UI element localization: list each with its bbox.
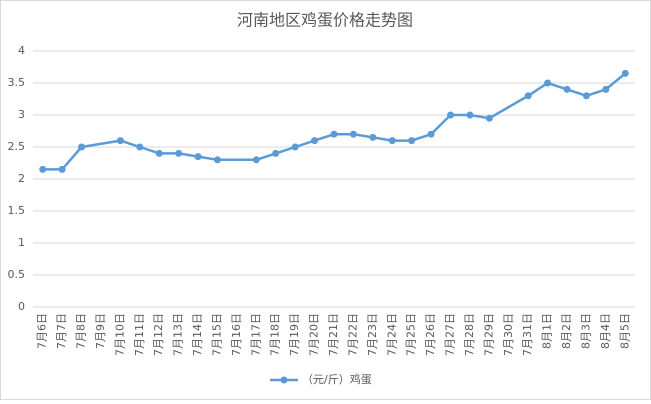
legend-marker bbox=[280, 376, 288, 384]
point bbox=[39, 165, 47, 173]
point bbox=[272, 149, 280, 157]
x-tick-label: 7月7日 bbox=[55, 313, 68, 349]
y-tick-label: 2 bbox=[18, 172, 25, 185]
x-tick-label: 8月5日 bbox=[618, 313, 631, 349]
y-tick-label: 2.5 bbox=[8, 140, 26, 153]
x-tick-label: 8月2日 bbox=[560, 313, 573, 349]
x-tick-label: 7月17日 bbox=[249, 313, 262, 356]
x-tick-label: 7月12日 bbox=[152, 313, 165, 356]
point bbox=[621, 69, 629, 77]
x-tick-label: 7月10日 bbox=[113, 313, 126, 356]
x-tick-label: 7月8日 bbox=[75, 313, 88, 349]
point bbox=[291, 143, 299, 151]
point bbox=[388, 137, 396, 145]
y-tick-label: 1.5 bbox=[8, 204, 26, 217]
point bbox=[330, 130, 338, 138]
x-tick-label: 7月24日 bbox=[385, 313, 398, 356]
point bbox=[116, 137, 124, 145]
x-tick-label: 8月1日 bbox=[541, 313, 554, 349]
point bbox=[602, 85, 610, 93]
x-tick-label: 7月30日 bbox=[502, 313, 515, 356]
point bbox=[252, 156, 260, 164]
point bbox=[447, 111, 455, 119]
point bbox=[136, 143, 144, 151]
x-tick-label: 7月18日 bbox=[269, 313, 282, 356]
x-tick-label: 7月31日 bbox=[521, 313, 534, 356]
y-tick-label: 4 bbox=[18, 44, 25, 57]
point bbox=[369, 133, 377, 141]
x-tick-label: 7月25日 bbox=[405, 313, 418, 356]
x-tick-label: 7月14日 bbox=[191, 313, 204, 356]
point bbox=[349, 130, 357, 138]
y-tick-label: 3 bbox=[18, 108, 25, 121]
x-tick-label: 7月28日 bbox=[463, 313, 476, 356]
gap-connector bbox=[81, 139, 121, 149]
y-tick-label: 3.5 bbox=[8, 76, 26, 89]
y-tick-label: 0.5 bbox=[8, 268, 26, 281]
x-tick-label: 7月9日 bbox=[94, 313, 107, 349]
point bbox=[311, 137, 319, 145]
x-tick-label: 8月4日 bbox=[599, 313, 612, 349]
line-path bbox=[527, 72, 627, 98]
point bbox=[175, 149, 183, 157]
legend-label: （元/斤）鸡蛋 bbox=[302, 372, 372, 386]
gap-connector bbox=[488, 94, 529, 120]
x-tick-label: 7月11日 bbox=[133, 313, 146, 356]
y-tick-label: 0 bbox=[18, 300, 25, 313]
point bbox=[213, 156, 221, 164]
x-tick-label: 7月20日 bbox=[308, 313, 321, 356]
x-tick-label: 7月23日 bbox=[366, 313, 379, 356]
x-tick-label: 7月26日 bbox=[424, 313, 437, 356]
x-tick-label: 8月3日 bbox=[579, 313, 592, 349]
point bbox=[58, 165, 66, 173]
x-tick-label: 7月19日 bbox=[288, 313, 301, 356]
x-tick-label: 7月22日 bbox=[346, 313, 359, 356]
point bbox=[563, 85, 571, 93]
x-tick-label: 7月6日 bbox=[36, 313, 49, 349]
point bbox=[582, 92, 590, 100]
y-tick-label: 1 bbox=[18, 236, 25, 249]
point bbox=[408, 137, 416, 145]
x-tick-label: 7月21日 bbox=[327, 313, 340, 356]
point bbox=[155, 149, 163, 157]
point bbox=[427, 130, 435, 138]
point bbox=[544, 79, 552, 87]
x-tick-label: 7月13日 bbox=[172, 313, 185, 356]
point bbox=[78, 143, 86, 151]
x-tick-label: 7月15日 bbox=[210, 313, 223, 356]
point bbox=[485, 114, 493, 122]
point bbox=[194, 153, 202, 161]
point bbox=[466, 111, 474, 119]
chart-title: 河南地区鸡蛋价格走势图 bbox=[237, 11, 413, 30]
x-tick-label: 7月29日 bbox=[482, 313, 495, 356]
x-tick-label: 7月27日 bbox=[444, 313, 457, 356]
point bbox=[524, 92, 532, 100]
x-tick-label: 7月16日 bbox=[230, 313, 243, 356]
